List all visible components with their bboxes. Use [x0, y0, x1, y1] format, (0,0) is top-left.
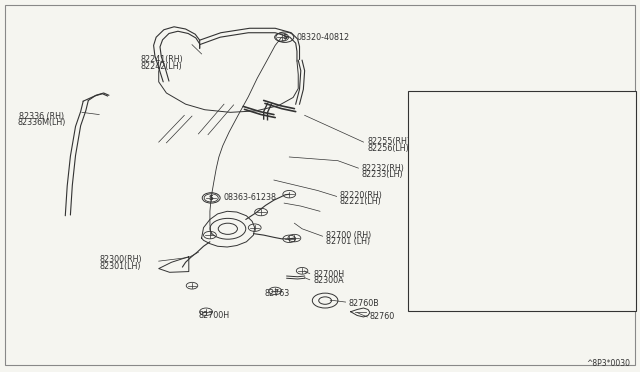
- Text: 82700H: 82700H: [314, 270, 345, 279]
- Text: 08363-61238: 08363-61238: [223, 193, 276, 202]
- Text: 82701 (LH): 82701 (LH): [486, 286, 529, 295]
- Text: 82221(LH): 82221(LH): [339, 198, 381, 206]
- Text: 82242(LH): 82242(LH): [141, 62, 182, 71]
- Text: 82300A: 82300A: [314, 276, 344, 285]
- Text: 82700 (RH): 82700 (RH): [326, 231, 372, 240]
- Text: 82336 (RH): 82336 (RH): [19, 112, 65, 121]
- Text: S.GXE: S.GXE: [416, 100, 444, 109]
- Text: ^8P3*0030: ^8P3*0030: [586, 359, 630, 368]
- Text: 82760B: 82760B: [349, 299, 380, 308]
- Text: 82701 (LH): 82701 (LH): [326, 237, 371, 246]
- Text: 82232(RH): 82232(RH): [362, 164, 404, 173]
- Text: S: S: [282, 34, 287, 40]
- Text: 08320-40812: 08320-40812: [297, 33, 350, 42]
- Text: 82700H: 82700H: [198, 311, 230, 320]
- Text: 82300(RH): 82300(RH): [99, 255, 142, 264]
- Text: FOR POWER WINDOW: FOR POWER WINDOW: [416, 291, 503, 300]
- Text: 82700(RH): 82700(RH): [486, 279, 527, 288]
- Bar: [408, 91, 636, 311]
- Text: S: S: [209, 195, 214, 201]
- Text: 82241(RH): 82241(RH): [141, 55, 184, 64]
- Text: 82255(RH): 82255(RH): [368, 137, 411, 146]
- Text: 82336M(LH): 82336M(LH): [17, 118, 66, 127]
- Text: 82220(RH): 82220(RH): [339, 191, 382, 200]
- Text: 82233(LH): 82233(LH): [362, 170, 403, 179]
- Text: 82760: 82760: [370, 312, 395, 321]
- Text: 82763: 82763: [264, 289, 289, 298]
- Text: 82256(LH): 82256(LH): [368, 144, 410, 153]
- Text: 82731 (LH): 82731 (LH): [419, 282, 461, 291]
- Text: 82301(LH): 82301(LH): [99, 262, 141, 271]
- Text: 82730(RH): 82730(RH): [421, 275, 462, 284]
